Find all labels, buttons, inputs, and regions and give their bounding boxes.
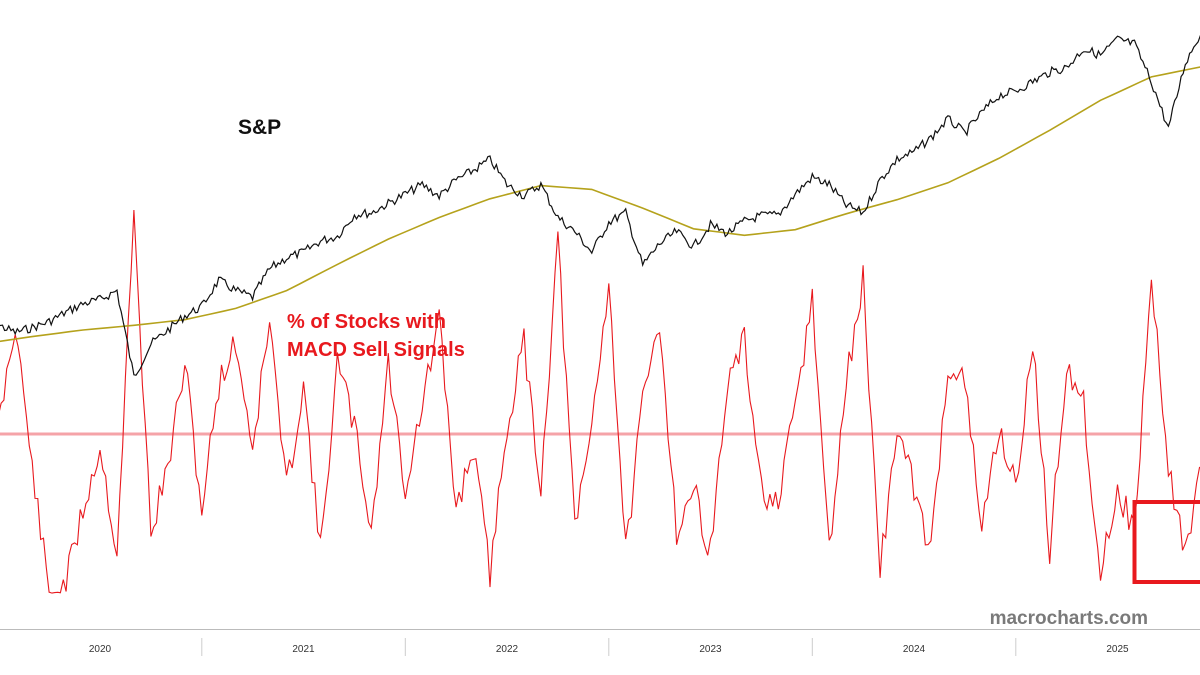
indicator-label-line2: MACD Sell Signals <box>287 339 465 361</box>
x-tick-label: 2023 <box>699 644 722 655</box>
x-tick-label: 2024 <box>903 644 926 655</box>
sp-label: S&P <box>238 116 281 139</box>
watermark: macrocharts.com <box>990 608 1148 629</box>
x-tick-label: 2025 <box>1106 644 1129 655</box>
series-line-moving-average <box>0 66 1200 343</box>
indicator-label-line1: % of Stocks with <box>287 311 446 333</box>
highlight-box <box>1132 500 1200 584</box>
x-tick-label: 2020 <box>89 644 112 655</box>
series-line-sp <box>0 34 1200 376</box>
series-line-macd-sell-signals <box>0 209 1200 594</box>
x-axis-ticks: 2020 2021 2022 2023 2024 2025 <box>89 638 1129 656</box>
x-tick-label: 2021 <box>292 644 315 655</box>
x-tick-label: 2022 <box>496 644 519 655</box>
